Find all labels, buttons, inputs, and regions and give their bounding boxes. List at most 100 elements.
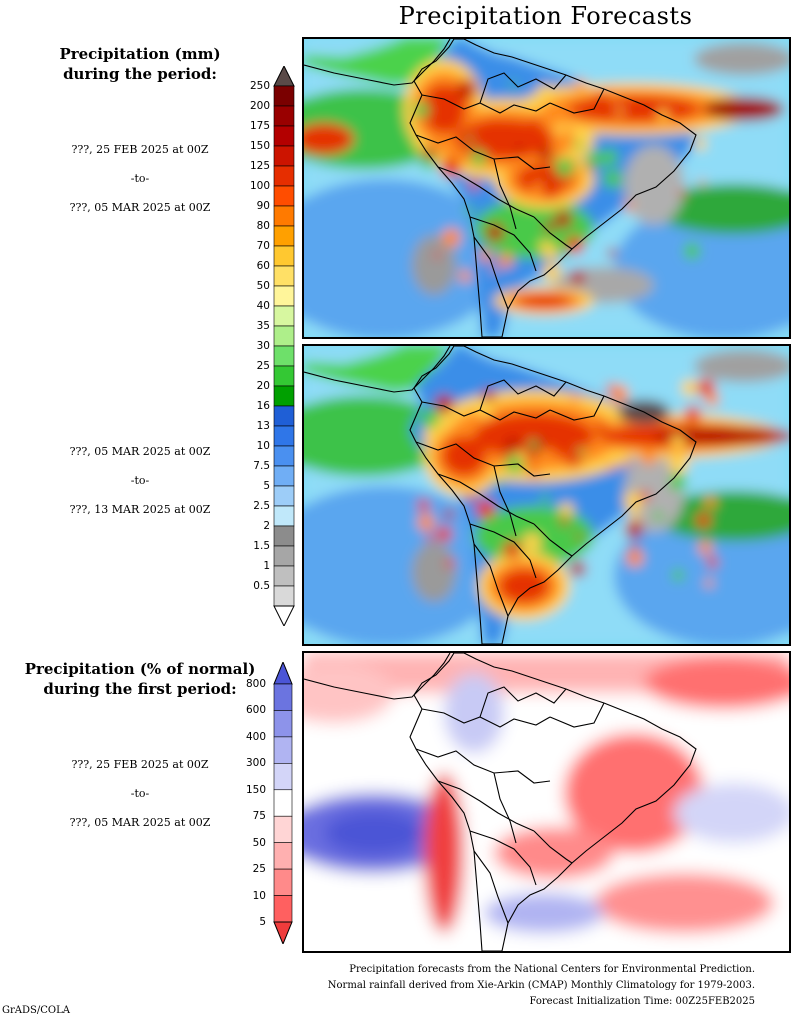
anomaly-colorbar-svg xyxy=(273,660,293,946)
anomaly-map xyxy=(302,651,791,953)
anomaly-heading-line2: during the first period: xyxy=(43,680,237,698)
footer-line-3: Forecast Initialization Time: 00Z25FEB20… xyxy=(529,996,755,1007)
colorbar-tick-label: 30 xyxy=(256,340,270,352)
colorbar-swatch xyxy=(273,285,295,307)
anomaly-heading-line1: Precipitation (% of normal) xyxy=(24,660,256,678)
anomaly-colorbar xyxy=(270,660,296,946)
period-2-sep: -to- xyxy=(130,474,150,487)
precip-map-period-1 xyxy=(302,37,791,339)
colorbar-top-arrow xyxy=(273,660,293,685)
colorbar-tick-label: 800 xyxy=(245,678,266,690)
colorbar-swatch xyxy=(273,365,295,387)
colorbar-tick-label: 25 xyxy=(256,360,270,372)
colorbar-swatch xyxy=(273,465,295,487)
colorbar-tick-label: 90 xyxy=(256,200,270,212)
colorbar-tick-label: 2.5 xyxy=(253,500,270,512)
colorbar-swatch xyxy=(273,425,295,447)
colorbar-tick-label: 100 xyxy=(249,180,270,192)
colorbar-tick-label: 5 xyxy=(263,480,270,492)
colorbar-tick-label: 400 xyxy=(245,730,266,743)
precip-map-1-svg xyxy=(304,39,789,337)
anomaly-map-svg xyxy=(304,653,789,951)
colorbar-tick-label: 200 xyxy=(249,100,270,112)
colorbar-swatch xyxy=(273,445,295,467)
colorbar-swatch xyxy=(273,225,295,247)
precip-legend-heading: Precipitation (mm) during the period: xyxy=(0,44,280,84)
colorbar-tick-label: 0.5 xyxy=(253,580,270,592)
colorbar-swatch xyxy=(273,265,295,287)
colorbar-swatch xyxy=(273,485,295,507)
colorbar-tick-label: 80 xyxy=(256,220,270,232)
colorbar-tick-label: 40 xyxy=(256,300,270,312)
colorbar-tick-label: 1.5 xyxy=(253,540,270,552)
colorbar-tick-label: 70 xyxy=(256,240,270,252)
period-2-end: ???, 13 MAR 2025 at 00Z xyxy=(69,503,211,516)
colorbar-swatch xyxy=(273,815,293,843)
period-3-end: ???, 05 MAR 2025 at 00Z xyxy=(69,816,211,829)
colorbar-swatch xyxy=(273,565,295,587)
colorbar-swatch xyxy=(273,763,293,791)
period-1-label: ???, 25 FEB 2025 at 00Z -to- ???, 05 MAR… xyxy=(0,135,280,222)
colorbar-swatch xyxy=(273,165,295,187)
period-1-end: ???, 05 MAR 2025 at 00Z xyxy=(69,201,211,214)
country-borders xyxy=(304,346,697,644)
period-2-label: ???, 05 MAR 2025 at 00Z -to- ???, 13 MAR… xyxy=(0,437,280,524)
country-borders xyxy=(304,39,697,337)
colorbar-tick-label: 2 xyxy=(263,520,270,532)
colorbar-swatch xyxy=(273,205,295,227)
page-title: Precipitation Forecasts xyxy=(398,2,693,30)
precip-colorbar-svg xyxy=(273,64,295,628)
colorbar-tick-label: 1 xyxy=(263,560,270,572)
period-3-sep: -to- xyxy=(130,787,150,800)
colorbar-tick-label: 60 xyxy=(256,260,270,272)
colorbar-swatch xyxy=(273,125,295,147)
footer-line-2: Normal rainfall derived from Xie-Arkin (… xyxy=(327,980,755,991)
colorbar-tick-label: 25 xyxy=(252,863,266,876)
colorbar-swatch xyxy=(273,105,295,127)
colorbar-tick-label: 300 xyxy=(245,757,266,770)
colorbar-tick-label: 35 xyxy=(256,320,270,332)
colorbar-swatch xyxy=(273,345,295,367)
colorbar-tick-label: 7.5 xyxy=(253,460,270,472)
colorbar-top-arrow xyxy=(273,64,295,87)
colorbar-tick-label: 20 xyxy=(256,380,270,392)
colorbar-tick-label: 150 xyxy=(245,783,266,796)
colorbar-tick-label: 50 xyxy=(252,836,266,849)
colorbar-swatch xyxy=(273,185,295,207)
colorbar-swatch xyxy=(273,736,293,764)
colorbar-tick-label: 10 xyxy=(256,440,270,452)
colorbar-swatch xyxy=(273,245,295,267)
precip-field xyxy=(304,39,789,337)
colorbar-tick-label: 5 xyxy=(259,916,266,928)
colorbar-swatch xyxy=(273,385,295,407)
footer-notes: Precipitation forecasts from the Nationa… xyxy=(235,962,755,1010)
colorbar-bottom-arrow xyxy=(273,605,295,628)
precip-map-2-svg xyxy=(304,346,789,644)
country-borders xyxy=(304,653,697,951)
precip-map-period-2 xyxy=(302,344,791,646)
colorbar-swatch xyxy=(273,525,295,547)
colorbar-swatch xyxy=(273,85,295,107)
period-1-start: ???, 25 FEB 2025 at 00Z xyxy=(71,143,209,156)
colorbar-swatch xyxy=(273,842,293,870)
colorbar-swatch xyxy=(273,868,293,896)
colorbar-tick-label: 10 xyxy=(252,889,266,902)
colorbar-swatch xyxy=(273,505,295,527)
footer-line-1: Precipitation forecasts from the Nationa… xyxy=(349,964,755,975)
period-3-label: ???, 25 FEB 2025 at 00Z -to- ???, 05 MAR… xyxy=(0,750,280,837)
colorbar-swatch xyxy=(273,683,293,711)
colorbar-tick-label: 600 xyxy=(245,704,266,717)
colorbar-swatch xyxy=(273,710,293,738)
colorbar-tick-label: 13 xyxy=(256,420,270,432)
period-2-start: ???, 05 MAR 2025 at 00Z xyxy=(69,445,211,458)
colorbar-tick-label: 16 xyxy=(256,400,270,412)
colorbar-swatch xyxy=(273,145,295,167)
colorbar-swatch xyxy=(273,789,293,817)
anomaly-field xyxy=(304,653,789,951)
colorbar-tick-label: 75 xyxy=(252,810,266,823)
colorbar-tick-label: 125 xyxy=(249,160,270,172)
anomaly-legend-heading: Precipitation (% of normal) during the f… xyxy=(0,659,280,699)
colorbar-swatch xyxy=(273,585,295,607)
colorbar-bottom-arrow xyxy=(273,921,293,946)
colorbar-swatch xyxy=(273,405,295,427)
